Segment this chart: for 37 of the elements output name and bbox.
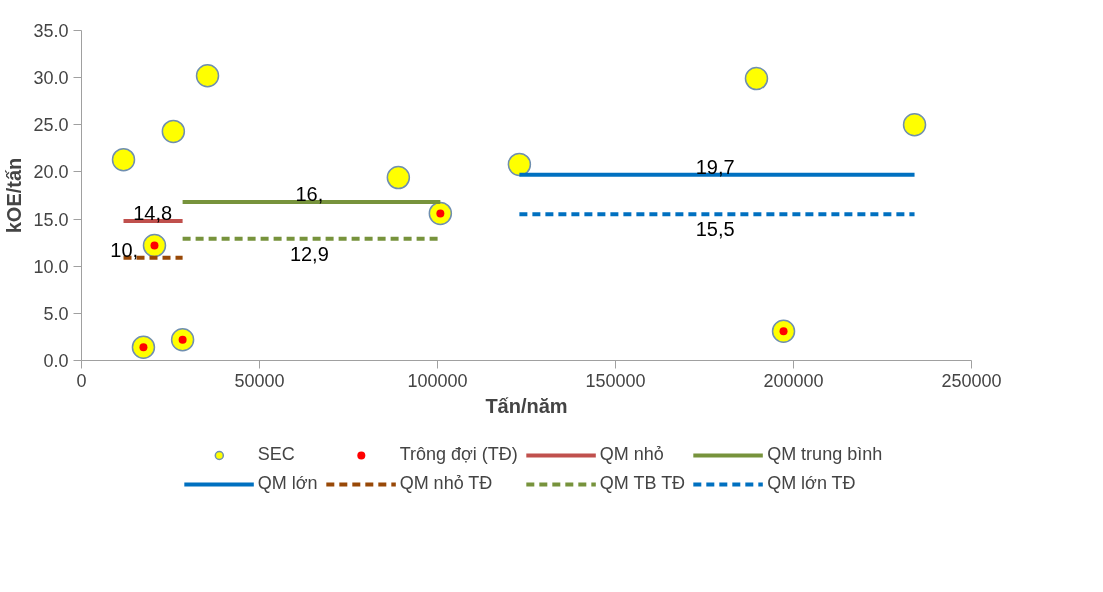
legend-label: QM TB TĐ <box>599 473 686 494</box>
y-tick-label: 10.0 <box>33 256 69 277</box>
legend-label: QM nhỏ <box>599 444 664 465</box>
y-tick-label: 5.0 <box>43 303 69 324</box>
point <box>386 165 411 190</box>
legend-label: Trông đợi (TĐ) <box>399 444 518 465</box>
data-label: 19,7 <box>695 155 735 178</box>
annotation: 10, <box>110 238 139 261</box>
point <box>111 147 136 172</box>
x-tick-label: 200000 <box>763 370 824 391</box>
y-tick-label: 0.0 <box>43 351 69 371</box>
data-label: 14,8 <box>133 201 173 224</box>
x-tick-label: 100000 <box>407 370 468 391</box>
x-axis-title: Tấn/năm <box>485 394 568 417</box>
y-tick-label: 15.0 <box>33 209 69 230</box>
y-tick-label: 30.0 <box>33 68 69 89</box>
x-tick-label: 0 <box>76 370 87 391</box>
y-tick-label: 35.0 <box>33 21 69 41</box>
y-tick-label: 25.0 <box>33 115 69 136</box>
legend-label: QM trung bình <box>767 444 883 465</box>
y-tick-label: 20.0 <box>33 162 69 183</box>
point <box>507 152 532 177</box>
legend-label: QM nhỏ TĐ <box>399 473 493 494</box>
point <box>902 113 927 137</box>
x-tick-label: 50000 <box>234 370 285 391</box>
legend-label: QM lớn TĐ <box>767 473 856 494</box>
x-tick-label: 250000 <box>941 370 1002 391</box>
legend-label: SEC <box>257 444 295 465</box>
x-tick-label: 150000 <box>585 370 646 391</box>
point <box>744 66 769 91</box>
point <box>161 119 186 144</box>
legend-label: QM lớn <box>257 473 318 494</box>
point <box>195 64 220 88</box>
data-label: 15,5 <box>695 218 735 241</box>
data-label: 12,9 <box>289 242 329 265</box>
annotation: 16, <box>295 183 324 206</box>
y-axis-title: kOE/tấn <box>3 157 26 234</box>
